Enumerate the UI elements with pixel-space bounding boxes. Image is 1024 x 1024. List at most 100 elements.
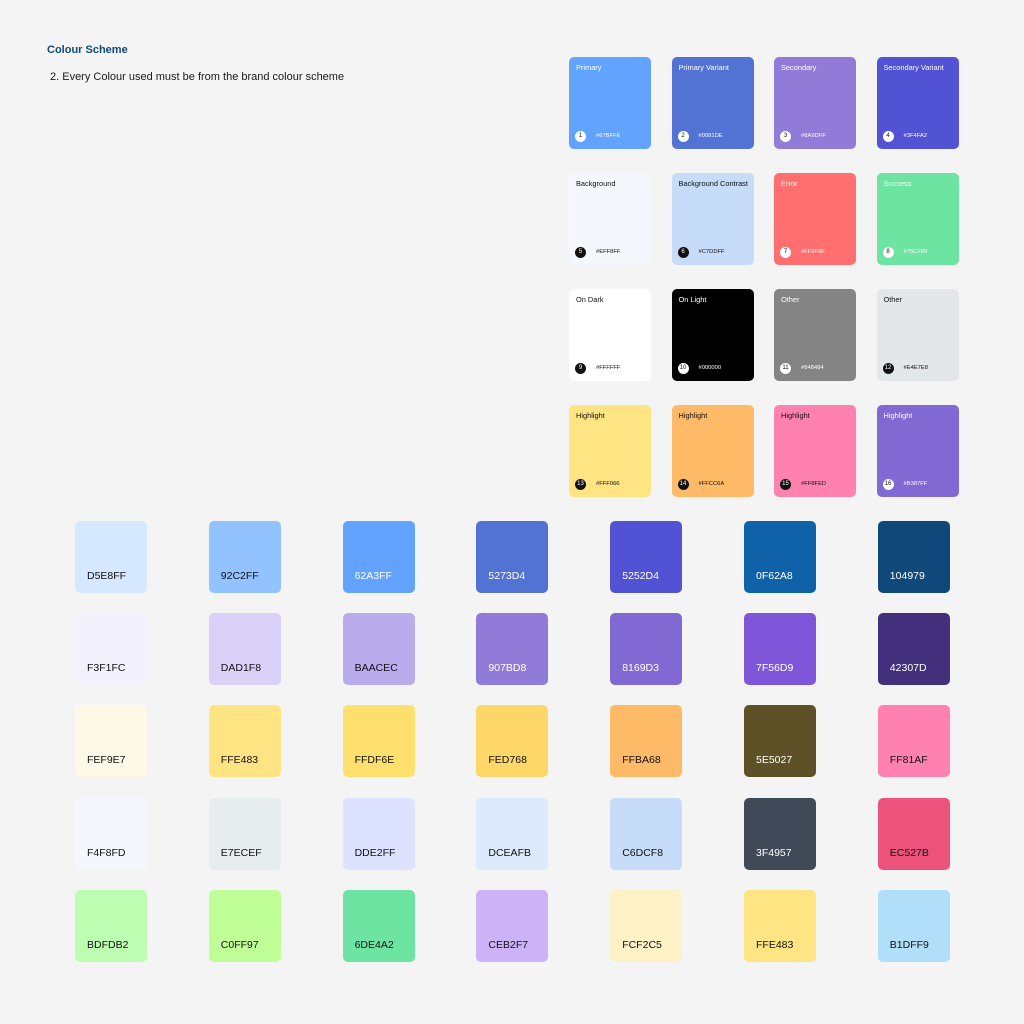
brand-colour-hex: #B387FF	[903, 481, 928, 487]
colour-swatch: 104979	[877, 521, 950, 593]
brand-colour-label: Secondary	[781, 63, 817, 72]
brand-colour-label: Background	[576, 179, 616, 188]
swatch-hex-code: FFE483	[220, 754, 259, 767]
rule-text: 2. Every Colour used must be from the br…	[50, 71, 345, 83]
brand-colour-card: Success 8 #75CF89	[876, 173, 959, 265]
swatch-hex-code: 62A3FF	[354, 570, 392, 582]
brand-colour-number: 6	[677, 247, 689, 258]
brand-colour-hex: #EFF8FF	[596, 249, 621, 255]
brand-colour-label: Highlight	[781, 411, 810, 420]
brand-colour-card: On Light 10 #000000	[671, 289, 754, 381]
colour-swatch: 8169D3	[610, 613, 683, 686]
colour-swatch: FED768	[476, 705, 549, 778]
brand-colour-hex: #3F4FA2	[903, 133, 928, 139]
brand-colour-number: 13	[575, 479, 586, 490]
swatch-hex-code: 104979	[889, 570, 925, 582]
swatch-hex-code: 907BD8	[488, 662, 527, 675]
swatch-hex-code: E7ECEF	[220, 846, 262, 859]
brand-colour-card: On Dark 9 #FFFFFF	[569, 289, 651, 381]
brand-colour-number: 15	[780, 479, 791, 490]
brand-colour-card: Primary Variant 2 #0081DE	[671, 57, 754, 149]
swatch-hex-code: C0FF97	[220, 938, 259, 951]
brand-colour-hex: #848484	[801, 365, 824, 371]
brand-colour-card: Background 5 #EFF8FF	[569, 173, 651, 265]
swatch-hex-code: 0F62A8	[756, 570, 793, 582]
swatch-hex-code: 7F56D9	[756, 662, 794, 675]
colour-swatch: FFE483	[208, 705, 281, 778]
colour-palette: D5E8FF 92C2FF 62A3FF 5273D4 5252D4 0F62A8 1049…	[75, 521, 950, 962]
swatch-hex-code: BAACEC	[354, 662, 398, 675]
brand-colour-hex: #000000	[698, 365, 722, 371]
swatch-hex-code: FF81AF	[889, 754, 928, 767]
colour-swatch: DDE2FF	[342, 797, 415, 870]
brand-colour-label: Highlight	[576, 411, 605, 420]
brand-colour-label: On Light	[678, 295, 707, 304]
swatch-hex-code: FEF9E7	[87, 754, 126, 767]
swatch-hex-code: 8169D3	[622, 662, 659, 675]
swatch-hex-code: DDE2FF	[354, 846, 396, 859]
swatch-hex-code: C6DCF8	[622, 846, 664, 859]
colour-swatch: 92C2FF	[208, 521, 281, 593]
colour-swatch: F3F1FC	[75, 613, 147, 686]
brand-colour-card: Secondary Variant 4 #3F4FA2	[876, 57, 959, 149]
brand-colour-number: 8	[882, 247, 894, 258]
colour-swatch: 5273D4	[476, 521, 549, 593]
brand-colour-number: 12	[882, 363, 894, 374]
colour-swatch: 7F56D9	[744, 613, 816, 686]
swatch-hex-code: DAD1F8	[220, 662, 262, 675]
brand-colour-card: Other 12 #E4E7E8	[876, 289, 959, 381]
colour-swatch: 3F4957	[744, 797, 816, 870]
brand-colour-number: 5	[575, 247, 586, 258]
swatch-hex-code: FFDF6E	[354, 754, 395, 767]
colour-swatch: FF81AF	[877, 705, 950, 778]
swatch-hex-code: F4F8FD	[87, 846, 126, 859]
swatch-hex-code: 5E5027	[756, 754, 793, 767]
swatch-hex-code: 92C2FF	[220, 570, 259, 582]
brand-colour-label: Other	[883, 295, 902, 304]
swatch-hex-code: B1DFF9	[889, 938, 929, 951]
colour-swatch: 907BD8	[476, 613, 549, 686]
swatch-hex-code: 5273D4	[488, 570, 526, 582]
colour-swatch: FFBA68	[610, 705, 683, 778]
brand-colour-label: Error	[781, 179, 798, 188]
colour-swatch: 5E5027	[744, 705, 816, 778]
swatch-hex-code: D5E8FF	[87, 570, 127, 582]
brand-colour-hex: #75CF89	[903, 249, 928, 255]
swatch-hex-code: FFE483	[756, 938, 794, 951]
colour-swatch: B1DFF9	[877, 889, 950, 962]
swatch-hex-code: 5252D4	[622, 570, 659, 582]
swatch-hex-code: EC527B	[889, 846, 929, 859]
brand-colour-number: 3	[780, 131, 791, 142]
colour-swatch: D5E8FF	[75, 521, 147, 593]
brand-colour-number: 7	[780, 247, 791, 258]
colour-swatch: DCEAFB	[476, 797, 549, 870]
colour-swatch: EC527B	[877, 797, 950, 870]
brand-colour-label: Highlight	[883, 411, 913, 420]
colour-swatch: CEB2F7	[476, 889, 549, 962]
colour-swatch: DAD1F8	[208, 613, 281, 686]
swatch-hex-code: FED768	[488, 754, 527, 767]
brand-colour-label: Highlight	[678, 411, 708, 420]
swatch-hex-code: DCEAFB	[488, 846, 531, 859]
colour-swatch: FCF2C5	[610, 889, 683, 962]
brand-colour-label: Other	[781, 295, 800, 304]
colour-swatch: BAACEC	[342, 613, 415, 686]
brand-colour-hex: #0081DE	[698, 133, 723, 139]
page-title: Colour Scheme	[47, 44, 128, 56]
brand-colour-hex: #C7DDFF	[698, 249, 725, 255]
colour-swatch: C6DCF8	[610, 797, 683, 870]
brand-colour-label: Success	[883, 179, 912, 188]
brand-colour-number: 16	[882, 479, 894, 490]
brand-colour-hex: #FFCC6A	[698, 481, 725, 487]
brand-colour-number: 4	[882, 131, 894, 142]
brand-colour-hex: #FFF066	[596, 481, 620, 487]
colour-swatch: 42307D	[877, 613, 950, 686]
brand-colour-hex: #8A9DFF	[801, 133, 826, 139]
brand-colour-label: Background Contrast	[678, 179, 748, 188]
colour-swatch: BDFDB2	[75, 889, 147, 962]
colour-swatch: FFDF6E	[342, 705, 415, 778]
brand-colour-card: Highlight 15 #FF8FED	[774, 405, 856, 497]
brand-colour-number: 2	[677, 131, 689, 142]
colour-swatch: 0F62A8	[744, 521, 816, 593]
brand-colour-card: Highlight 14 #FFCC6A	[671, 405, 754, 497]
